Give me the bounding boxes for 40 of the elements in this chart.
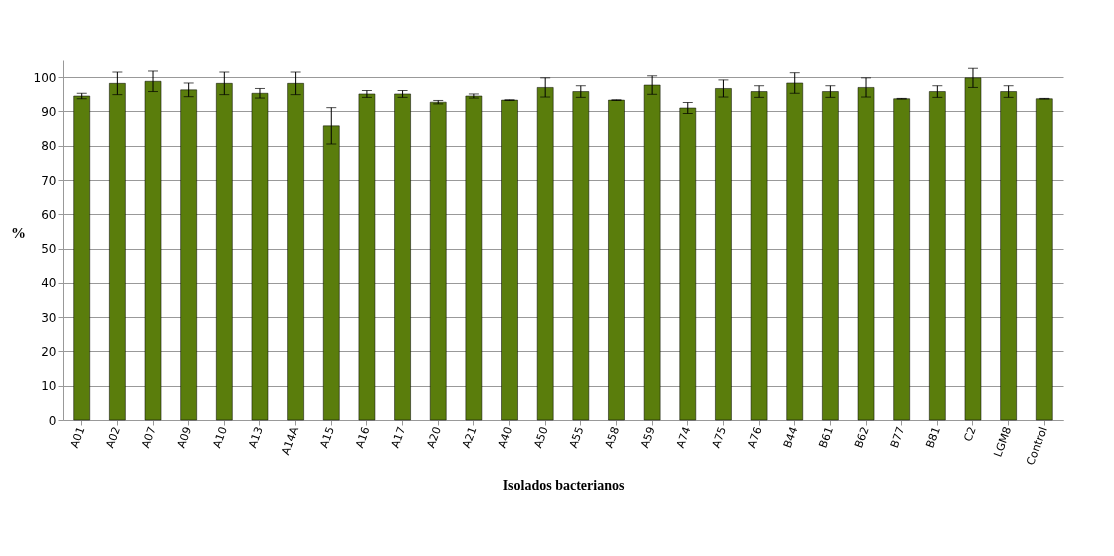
x-tick-label: A74 xyxy=(673,425,694,450)
y-tick-label: 10 xyxy=(41,379,57,394)
x-tick-label: B44 xyxy=(780,425,801,450)
x-tick-label: A17 xyxy=(388,425,409,450)
x-tick-label: A20 xyxy=(424,425,444,450)
y-tick-label: 0 xyxy=(48,413,57,428)
x-tick-label: B77 xyxy=(887,425,908,450)
y-tick-label: 30 xyxy=(41,310,57,325)
x-tick-label: A75 xyxy=(709,425,730,450)
x-tick-label: B81 xyxy=(923,425,943,450)
y-tick-label: 20 xyxy=(41,344,57,359)
y-tick-label: 40 xyxy=(41,276,57,291)
x-tick-label: B62 xyxy=(852,425,872,450)
y-tick-label: 70 xyxy=(41,173,57,188)
x-tick-label: A09 xyxy=(174,425,195,450)
x-tick-label: A59 xyxy=(638,425,658,450)
x-axis-title: Isolados bacterianos xyxy=(502,477,625,493)
y-tick-label: 60 xyxy=(41,207,57,222)
x-tick-label: A55 xyxy=(566,425,587,450)
y-axis-title: % xyxy=(11,224,27,241)
x-tick-label: LGM8 xyxy=(991,425,1015,459)
x-tick-label: B61 xyxy=(816,425,837,450)
y-tick-label: 100 xyxy=(33,70,57,85)
x-tick-label: A14A xyxy=(279,424,302,457)
x-tick-label: A15 xyxy=(317,425,337,450)
x-tick-label: A01 xyxy=(67,425,88,450)
x-tick-label: A16 xyxy=(352,425,373,450)
x-tick-label: A07 xyxy=(139,425,159,450)
x-tick-label: A76 xyxy=(745,425,765,450)
x-tick-label: C2 xyxy=(961,425,979,444)
x-tick-label: A50 xyxy=(531,425,551,450)
x-tick-label: A02 xyxy=(103,425,124,450)
y-tick-label: 50 xyxy=(41,242,57,257)
x-tick-label: A58 xyxy=(602,425,623,450)
y-tick-label: 80 xyxy=(41,139,57,154)
x-tick-label: A21 xyxy=(459,425,480,450)
x-tick-label: A40 xyxy=(495,425,516,450)
x-tick-label: A13 xyxy=(246,425,266,450)
y-tick-label: 90 xyxy=(41,104,57,119)
x-tick-label: A10 xyxy=(210,425,230,450)
